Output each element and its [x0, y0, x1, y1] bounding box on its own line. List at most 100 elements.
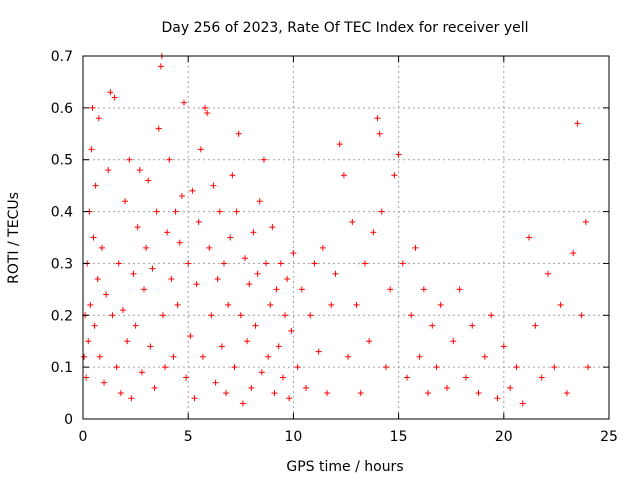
data-point — [223, 390, 230, 397]
data-point — [111, 94, 118, 101]
data-point — [361, 260, 368, 267]
data-point — [168, 275, 175, 282]
data-point — [488, 312, 495, 319]
data-point — [225, 301, 232, 308]
data-point — [90, 234, 97, 241]
y-tick-label: 0.5 — [51, 153, 73, 169]
x-tick-label: 10 — [284, 429, 302, 445]
data-point — [89, 104, 96, 111]
data-point — [429, 322, 436, 329]
data-point — [85, 338, 92, 345]
x-tick-label: 20 — [495, 429, 513, 445]
data-point — [214, 275, 221, 282]
y-axis-label: ROTI / TECUs — [6, 192, 22, 284]
data-point — [98, 244, 105, 251]
data-point — [248, 384, 255, 391]
data-point — [178, 193, 185, 200]
data-point — [185, 260, 192, 267]
data-point — [155, 125, 162, 132]
data-point — [279, 374, 286, 381]
data-point — [578, 312, 585, 319]
data-point — [208, 312, 215, 319]
data-point — [197, 146, 204, 153]
data-point — [147, 343, 154, 350]
data-point — [345, 353, 352, 360]
data-point — [88, 146, 95, 153]
data-point — [134, 224, 141, 231]
data-point — [494, 395, 501, 402]
data-point — [526, 234, 533, 241]
data-point — [119, 307, 126, 314]
data-point — [96, 353, 103, 360]
data-points — [81, 53, 591, 407]
data-point — [132, 322, 139, 329]
data-point — [462, 374, 469, 381]
chart-title: Day 256 of 2023, Rate Of TEC Index for r… — [161, 20, 528, 36]
data-point — [92, 182, 99, 189]
data-point — [357, 390, 364, 397]
data-point — [260, 156, 267, 163]
data-point — [332, 270, 339, 277]
data-point — [195, 218, 202, 225]
data-point — [290, 250, 297, 257]
y-tick-label: 0.6 — [51, 101, 73, 117]
data-point — [433, 364, 440, 371]
data-point — [107, 89, 114, 96]
data-point — [128, 395, 135, 402]
data-point — [157, 63, 164, 70]
data-point — [324, 390, 331, 397]
data-point — [557, 301, 564, 308]
x-tick-label: 15 — [390, 429, 408, 445]
data-point — [538, 374, 545, 381]
data-point — [408, 312, 415, 319]
data-point — [271, 390, 278, 397]
data-point — [263, 260, 270, 267]
data-point — [366, 338, 373, 345]
data-point — [420, 286, 427, 293]
data-point — [166, 156, 173, 163]
data-point — [250, 229, 257, 236]
data-point — [416, 353, 423, 360]
data-point — [153, 208, 160, 215]
data-point — [582, 218, 589, 225]
data-point — [101, 379, 108, 386]
data-point — [382, 364, 389, 371]
data-point — [218, 343, 225, 350]
x-axis-label: GPS time / hours — [286, 459, 403, 475]
data-point — [183, 374, 190, 381]
data-point — [286, 395, 293, 402]
data-point — [252, 322, 259, 329]
data-point — [91, 322, 98, 329]
data-point — [229, 172, 236, 179]
plot-frame — [82, 55, 610, 420]
y-tick-label: 0.1 — [51, 360, 73, 376]
data-point — [500, 343, 507, 350]
x-tick-labels: 0 5 10 15 20 25 — [79, 429, 618, 445]
data-point — [220, 260, 227, 267]
data-point — [239, 400, 246, 407]
data-point — [244, 338, 251, 345]
data-point — [210, 182, 217, 189]
data-point — [273, 286, 280, 293]
data-point — [319, 244, 326, 251]
data-point — [109, 312, 116, 319]
data-point — [277, 260, 284, 267]
data-point — [349, 218, 356, 225]
data-point — [450, 338, 457, 345]
data-point — [174, 301, 181, 308]
data-point — [315, 348, 322, 355]
data-point — [237, 312, 244, 319]
data-point — [164, 229, 171, 236]
data-point — [227, 234, 234, 241]
data-point — [242, 255, 249, 262]
data-point — [267, 301, 274, 308]
data-point — [513, 364, 520, 371]
data-point — [265, 353, 272, 360]
y-tick-labels: 0 0.1 0.2 0.3 0.4 0.5 0.6 0.7 — [51, 49, 73, 428]
data-point — [122, 198, 129, 205]
data-point — [551, 364, 558, 371]
data-point — [519, 400, 526, 407]
data-point — [481, 353, 488, 360]
data-point — [412, 244, 419, 251]
y-tick-label: 0.4 — [51, 205, 73, 221]
